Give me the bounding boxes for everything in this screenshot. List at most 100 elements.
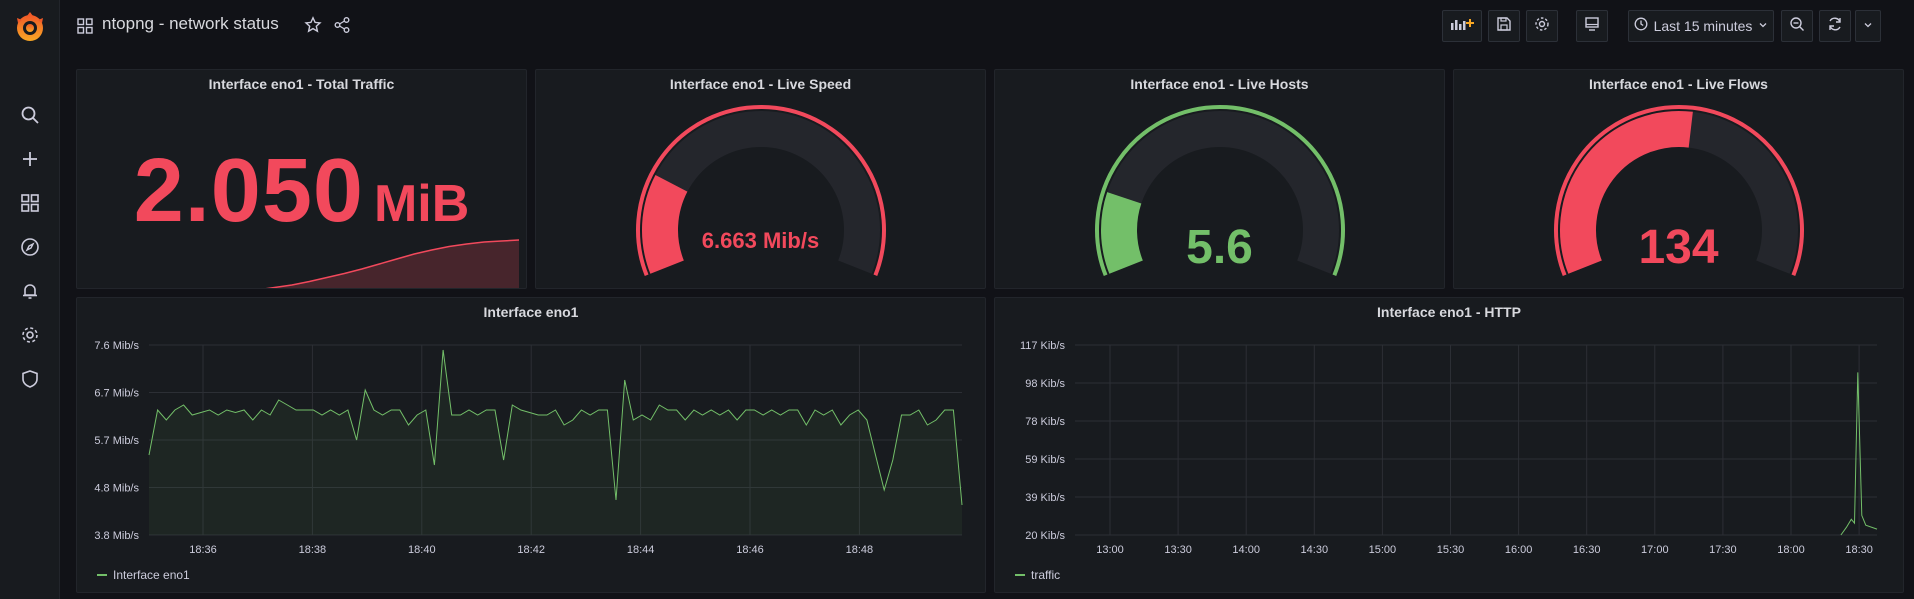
- explore-icon[interactable]: [18, 235, 42, 259]
- sparkline-line: [265, 239, 520, 288]
- panel-title[interactable]: Interface eno1: [483, 304, 579, 320]
- x-tick-label: 17:00: [1641, 544, 1669, 556]
- series-line: [148, 349, 963, 506]
- y-tick-label: 20 Kib/s: [1025, 530, 1065, 542]
- panel-title[interactable]: Interface eno1 - HTTP: [1377, 304, 1521, 320]
- panel-eno1-traffic[interactable]: Interface eno1 3.8 Mib/s 4.8 Mib/s 5.7 Mib…: [76, 297, 986, 593]
- y-tick-label: 78 Kib/s: [1025, 416, 1065, 428]
- stat-unit: MiB: [373, 175, 470, 233]
- y-tick-label: 117 Kib/s: [1020, 340, 1066, 352]
- legend-swatch: [1015, 574, 1025, 576]
- gauge-value: 6.663 Mib/s: [701, 228, 820, 253]
- x-tick-label: 13:00: [1096, 544, 1124, 556]
- gauge-threshold-arc: [1095, 105, 1345, 277]
- panel-title[interactable]: Interface eno1 - Live Flows: [1589, 76, 1768, 92]
- x-tick-label: 15:30: [1437, 544, 1465, 556]
- zoom-out-icon: [1789, 16, 1805, 37]
- x-tick-label: 15:00: [1369, 544, 1397, 556]
- refresh-icon: [1827, 16, 1843, 37]
- x-tick-label: 18:00: [1777, 544, 1805, 556]
- legend-label: traffic: [1031, 568, 1061, 582]
- panel-eno1-http[interactable]: Interface eno1 - HTTP 20 Kib/s 39 Kib/s 59…: [994, 297, 1904, 593]
- share-icon[interactable]: [332, 15, 352, 35]
- y-tick-label: 7.6 Mib/s: [94, 340, 139, 352]
- x-tick-label: 18:44: [627, 544, 655, 556]
- chevron-down-icon: [1863, 17, 1873, 35]
- settings-button[interactable]: [1526, 10, 1558, 42]
- y-tick-label: 39 Kib/s: [1025, 492, 1065, 504]
- total-traffic-stat: 2.050 MiB: [77, 140, 526, 243]
- panel-live-hosts[interactable]: Interface eno1 - Live Hosts 5.6: [994, 69, 1445, 289]
- legend-label: Interface eno1: [113, 568, 190, 582]
- grafana-logo-icon[interactable]: [13, 10, 47, 44]
- y-tick-label: 5.7 Mib/s: [94, 435, 139, 447]
- y-tick-label: 6.7 Mib/s: [94, 388, 139, 400]
- alert-bell-icon[interactable]: [18, 279, 42, 303]
- y-tick-label: 59 Kib/s: [1025, 454, 1065, 466]
- x-tick-label: 18:30: [1845, 544, 1873, 556]
- gauge-threshold-arc: [636, 105, 886, 277]
- series-line: [1840, 372, 1878, 536]
- gauge-value: 5.6: [1186, 221, 1253, 274]
- x-tick-label: 16:00: [1505, 544, 1533, 556]
- dashboards-icon[interactable]: [18, 191, 42, 215]
- refresh-interval-dropdown[interactable]: [1855, 10, 1881, 42]
- y-tick-label: 4.8 Mib/s: [94, 483, 139, 495]
- panel-title[interactable]: Interface eno1 - Live Speed: [669, 76, 852, 92]
- top-bar: ntopng - network status Last 15 minutes: [60, 0, 1914, 52]
- sparkline-area: [271, 240, 519, 288]
- search-icon[interactable]: [18, 103, 42, 127]
- x-tick-label: 13:30: [1164, 544, 1192, 556]
- speed-gauge: [636, 105, 886, 277]
- x-tick-label: 14:00: [1232, 544, 1260, 556]
- tv-mode-button[interactable]: [1576, 10, 1608, 42]
- chevron-down-icon: [1758, 17, 1768, 35]
- save-button[interactable]: [1488, 10, 1520, 42]
- x-tick-label: 18:48: [846, 544, 874, 556]
- zoom-out-button[interactable]: [1781, 10, 1813, 42]
- x-tick-label: 18:36: [189, 544, 217, 556]
- settings-icon: [1534, 16, 1550, 37]
- gauge-fill: [1101, 192, 1144, 274]
- eno1-time-series[interactable]: 3.8 Mib/s 4.8 Mib/s 5.7 Mib/s 6.7 Mib/s 7.6 …: [77, 298, 986, 593]
- x-tick-label: 14:30: [1301, 544, 1329, 556]
- add-panel-button[interactable]: [1442, 10, 1482, 42]
- panel-title[interactable]: Interface eno1 - Total Traffic: [208, 76, 395, 92]
- panel-total-traffic[interactable]: Interface eno1 - Total Traffic 2.050 MiB: [76, 69, 527, 289]
- x-tick-label: 18:38: [299, 544, 327, 556]
- legend-swatch: [97, 574, 107, 576]
- panel-live-speed[interactable]: Interface eno1 - Live Speed 6.663 Mib/s: [535, 69, 986, 289]
- gauge-threshold-arc: [1554, 105, 1804, 277]
- x-tick-label: 18:42: [517, 544, 545, 556]
- tv-mode-icon: [1584, 16, 1600, 37]
- refresh-button[interactable]: [1819, 10, 1851, 42]
- shield-icon[interactable]: [18, 367, 42, 391]
- save-icon: [1496, 16, 1512, 37]
- gauge-fill: [642, 175, 688, 274]
- legend-item[interactable]: Interface eno1: [97, 568, 190, 582]
- plus-icon[interactable]: [18, 147, 42, 171]
- x-tick-label: 17:30: [1709, 544, 1737, 556]
- sidebar: [0, 0, 60, 599]
- panel-title[interactable]: Interface eno1 - Live Hosts: [1130, 76, 1309, 92]
- flows-gauge: [1554, 105, 1804, 277]
- add-panel-icon: [1449, 16, 1475, 37]
- stat-value: 2.050: [133, 141, 364, 241]
- hosts-gauge: [1095, 105, 1345, 277]
- time-range-label: Last 15 minutes: [1653, 18, 1753, 34]
- dashboard-title[interactable]: ntopng - network status: [102, 14, 279, 33]
- sparkline-chart: [265, 239, 520, 288]
- clock-icon: [1634, 17, 1648, 36]
- x-tick-label: 18:46: [736, 544, 764, 556]
- x-tick-label: 18:40: [408, 544, 436, 556]
- gear-icon[interactable]: [18, 323, 42, 347]
- time-range-picker[interactable]: Last 15 minutes: [1628, 10, 1774, 42]
- y-tick-label: 3.8 Mib/s: [94, 530, 139, 542]
- panel-live-flows[interactable]: Interface eno1 - Live Flows 134: [1453, 69, 1904, 289]
- series-area: [149, 350, 962, 535]
- legend-item[interactable]: traffic: [1015, 568, 1060, 582]
- dashboard-grid-icon: [77, 18, 93, 34]
- star-icon[interactable]: [303, 15, 323, 35]
- http-time-series[interactable]: 20 Kib/s 39 Kib/s 59 Kib/s 78 Kib/s 98 Kib/s…: [995, 298, 1904, 593]
- y-tick-label: 98 Kib/s: [1025, 378, 1065, 390]
